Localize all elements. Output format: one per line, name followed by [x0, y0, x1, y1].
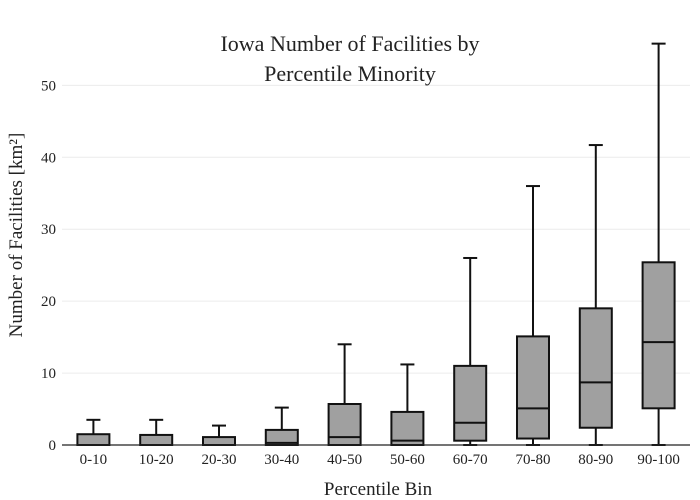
box-group [139, 418, 174, 446]
x-tick-label: 70-80 [516, 452, 551, 468]
x-tick-label: 80-90 [578, 452, 613, 468]
box-group [516, 185, 550, 446]
x-tick-label: 30-40 [264, 452, 299, 468]
x-tick-label: 90-100 [637, 452, 680, 468]
y-tick-label: 50 [41, 78, 56, 94]
y-tick-label: 10 [41, 366, 56, 382]
box-layer [76, 42, 676, 447]
x-axis-label: Percentile Bin [324, 479, 433, 500]
box-body [453, 364, 488, 442]
x-tick-label: 60-70 [453, 452, 488, 468]
x-tick-label: 20-30 [202, 452, 237, 468]
box-group [202, 424, 236, 446]
axis-layer: 0 10 20 30 40 50 0-10 10-20 20-30 30-40 40-50 50-60… [41, 78, 690, 468]
box-group [578, 144, 613, 446]
box-body [516, 335, 550, 440]
y-tick-label: 30 [41, 222, 56, 238]
box-body [327, 403, 362, 446]
box-body [202, 436, 236, 446]
y-tick-label: 20 [41, 294, 56, 310]
box-group [453, 256, 488, 446]
x-tick-label: 0-10 [80, 452, 108, 468]
box-group [641, 42, 676, 446]
x-tick-label: 50-60 [390, 452, 425, 468]
box-group [390, 363, 425, 447]
box-group [76, 418, 111, 447]
box-body [76, 433, 111, 447]
chart-title-line-2: Percentile Minority [264, 61, 436, 86]
box-body [641, 261, 676, 410]
box-group [264, 406, 299, 447]
y-tick-label: 40 [41, 150, 56, 166]
y-axis-label: Number of Facilities [km²] [6, 133, 27, 338]
y-tick-label: 0 [49, 438, 57, 454]
x-tick-label: 10-20 [139, 452, 174, 468]
x-tick-label: 40-50 [327, 452, 362, 468]
box-body [578, 307, 613, 429]
box-group [327, 343, 362, 446]
box-body [390, 410, 425, 447]
box-body [139, 433, 174, 446]
chart-title-line-1: Iowa Number of Facilities by [220, 31, 479, 56]
